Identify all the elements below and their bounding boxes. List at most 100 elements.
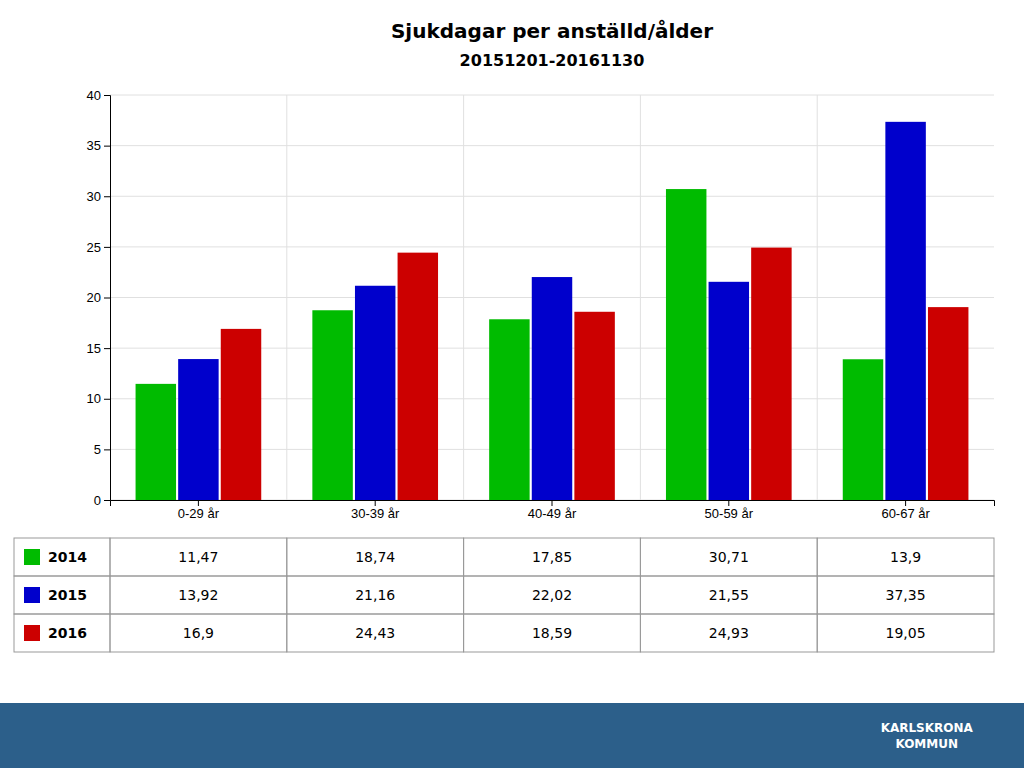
group-separator	[817, 95, 818, 500]
table-row: 201616,924,4318,5924,9319,05	[14, 614, 994, 652]
table-value: 11,47	[178, 549, 218, 565]
table-value: 18,74	[355, 549, 395, 565]
bar	[355, 286, 395, 500]
title: Sjukdagar per anställd/ålder	[391, 19, 713, 43]
table-cell	[14, 576, 110, 614]
y-tick: 10	[87, 391, 110, 406]
bars	[136, 122, 969, 500]
y-tick-label: 25	[87, 240, 101, 255]
y-tick-mark	[104, 146, 110, 147]
grid-line	[110, 95, 994, 96]
y-tick-label: 40	[87, 88, 101, 103]
y-tick: 40	[87, 88, 110, 103]
annotation: KARLSKRONAKOMMUN	[881, 721, 974, 751]
footer	[0, 703, 1024, 768]
x-tick-label: 40-49 år	[528, 506, 577, 521]
table-value: 16,9	[183, 625, 214, 641]
table-cell	[640, 614, 817, 652]
bar	[885, 122, 925, 500]
bar	[666, 189, 706, 500]
table-cell	[110, 538, 287, 576]
y-tick-mark	[104, 247, 110, 248]
bar	[709, 282, 749, 500]
legend-label: 2015	[48, 587, 87, 603]
table-cell	[287, 576, 464, 614]
bar-series	[221, 248, 969, 500]
grid-line	[110, 196, 994, 197]
group-separator	[463, 95, 464, 500]
table-value: 24,43	[355, 625, 395, 641]
table-cell	[817, 614, 994, 652]
y-tick-label: 10	[87, 391, 101, 406]
table-value: 17,85	[532, 549, 572, 565]
table-value: 24,93	[709, 625, 749, 641]
y-tick-mark	[104, 348, 110, 349]
x-tick-mark	[728, 500, 729, 506]
table-value: 13,9	[890, 549, 921, 565]
y-tick-mark	[104, 399, 110, 400]
y-tick: 35	[87, 138, 110, 153]
table-row: 2015 13,92 21,16 22,02 21,55 37,35	[14, 576, 994, 614]
x-tick-mark	[198, 500, 199, 506]
legend-swatch	[24, 549, 40, 565]
y-tick-mark	[104, 95, 110, 96]
table-cell	[464, 538, 641, 576]
chart: Sjukdagar per anställd/ålder 20151201-201…	[0, 0, 1024, 768]
y-tick: 20	[87, 290, 110, 305]
table-value: 37,35	[886, 587, 926, 603]
y-tick-mark	[104, 196, 110, 197]
subtitle: 20151201-20161130	[460, 51, 645, 70]
bar	[843, 359, 883, 500]
bar	[221, 329, 261, 500]
x-tick-mark	[552, 500, 553, 506]
table-cell	[287, 614, 464, 652]
x-tick: 40-49 år	[528, 500, 577, 521]
bar	[532, 277, 572, 500]
x-tick: 60-67 år	[881, 500, 930, 521]
x-axis: 0-29 år30-39 år40-49 år50-59 år60-67 år	[111, 500, 995, 521]
y-tick-label: 20	[87, 290, 101, 305]
table-cell	[464, 614, 641, 652]
y-tick-label: 15	[87, 341, 101, 356]
table-value: 30,71	[709, 549, 749, 565]
y-tick-label: 0	[94, 493, 101, 508]
bar-series	[136, 189, 884, 500]
y-tick-mark	[104, 298, 110, 299]
table-cell	[464, 576, 641, 614]
table-row: 201411,4718,7417,8530,7113,9	[14, 538, 994, 576]
group-separator	[640, 95, 641, 500]
grid-line	[110, 246, 994, 247]
bar	[398, 253, 438, 500]
y-tick-mark	[104, 449, 110, 450]
table-cell	[14, 538, 110, 576]
y-tick: 30	[87, 189, 110, 204]
grid	[110, 95, 994, 500]
y-axis: 0510152025303540	[87, 88, 111, 508]
y-tick-label: 35	[87, 138, 101, 153]
grid-line	[110, 145, 994, 146]
table-value: 19,05	[886, 625, 926, 641]
group-separator	[286, 95, 287, 500]
x-tick: 50-59 år	[705, 500, 754, 521]
y-tick: 15	[87, 341, 110, 356]
bar-series	[178, 122, 926, 500]
x-tick-label: 30-39 år	[351, 506, 400, 521]
table-value: 21,16	[355, 587, 395, 603]
group-separators	[287, 95, 817, 500]
axis-domain	[111, 501, 995, 507]
table-cell	[640, 538, 817, 576]
table-cell	[14, 614, 110, 652]
bar	[178, 359, 218, 500]
x-tick: 30-39 år	[351, 500, 400, 521]
bar	[489, 319, 529, 500]
table-cell	[110, 614, 287, 652]
table-cell	[817, 576, 994, 614]
legend-label: 2016	[48, 625, 87, 641]
table-value: 13,92	[178, 587, 218, 603]
table-cell	[640, 576, 817, 614]
y-tick: 0	[94, 493, 110, 508]
bar	[928, 307, 968, 500]
table-value: 22,02	[532, 587, 572, 603]
x-tick-label: 50-59 år	[705, 506, 754, 521]
table-value: 21,55	[709, 587, 749, 603]
